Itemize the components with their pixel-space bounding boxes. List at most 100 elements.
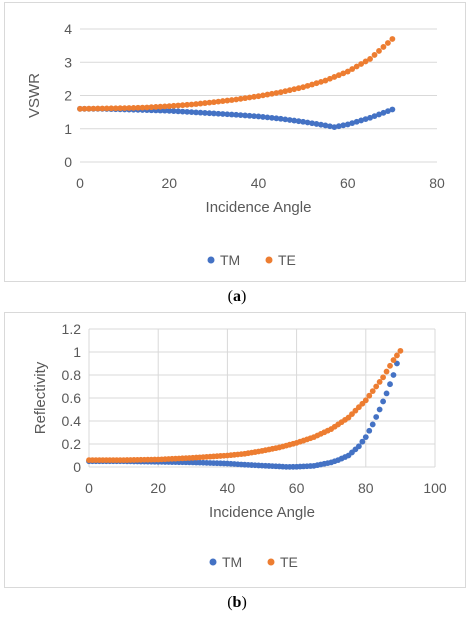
y-tick-label: 0 — [73, 459, 81, 475]
data-point — [179, 108, 186, 115]
legend-label-tm: TM — [220, 252, 240, 268]
data-point — [358, 61, 365, 67]
x-tick-label: 60 — [340, 175, 356, 191]
data-point — [260, 92, 266, 99]
data-point — [282, 116, 289, 123]
data-point — [103, 105, 110, 112]
data-point — [251, 113, 257, 120]
y-axis-title: VSWR — [26, 73, 43, 118]
data-point — [206, 110, 213, 117]
data-point — [161, 107, 168, 114]
data-point — [300, 84, 307, 91]
data-point — [376, 111, 382, 118]
data-point — [331, 74, 338, 80]
data-point — [130, 104, 137, 111]
data-point — [86, 105, 92, 112]
data-point — [90, 105, 97, 112]
data-point — [380, 374, 386, 381]
data-point — [322, 77, 329, 84]
data-point — [291, 86, 298, 93]
data-point — [197, 100, 204, 107]
data-point — [387, 362, 393, 369]
data-point — [228, 97, 235, 103]
data-point — [108, 105, 115, 112]
data-point — [237, 112, 244, 119]
chart-panel-b: 0 0.2 0.4 0.6 0.8 1 1.2 0 20 40 60 80 100 Incidence A… — [4, 312, 466, 588]
data-point — [383, 368, 390, 375]
data-point — [304, 82, 311, 89]
legend-marker-te — [267, 558, 275, 566]
data-point — [394, 352, 400, 359]
data-point — [313, 80, 320, 87]
data-point — [389, 36, 396, 42]
data-point — [144, 104, 150, 111]
legend-marker-te — [265, 256, 273, 264]
data-point — [184, 108, 191, 115]
data-point — [383, 390, 390, 397]
data-point — [179, 102, 186, 109]
data-point — [359, 438, 366, 445]
data-point — [367, 114, 373, 121]
data-point — [161, 103, 168, 110]
legend-label-te: TE — [280, 554, 298, 570]
x-tick-label: 0 — [76, 175, 84, 191]
caption-a-label: a — [233, 288, 241, 305]
y-tick-label: 2 — [64, 88, 72, 104]
legend: TM TE — [209, 554, 298, 570]
data-point — [277, 89, 284, 96]
data-point — [344, 121, 351, 128]
data-point — [318, 121, 324, 128]
data-point — [295, 85, 302, 92]
data-point — [117, 105, 124, 112]
data-point — [286, 117, 293, 123]
x-tick-label: 40 — [251, 175, 267, 191]
data-point — [353, 63, 360, 70]
data-point — [228, 111, 235, 118]
data-point — [242, 112, 249, 119]
data-point — [206, 99, 213, 106]
data-point — [340, 122, 347, 129]
data-point — [188, 109, 195, 116]
data-point — [135, 104, 141, 111]
data-point — [219, 98, 226, 104]
figure-caption-a: (a) — [227, 288, 247, 305]
data-point — [112, 105, 119, 112]
data-point — [268, 90, 275, 97]
data-point — [335, 72, 342, 79]
data-point — [81, 105, 88, 112]
data-point — [99, 105, 106, 112]
x-tick-label: 20 — [161, 175, 177, 191]
data-point — [380, 109, 387, 116]
x-tick-label: 20 — [150, 480, 166, 496]
data-point — [233, 96, 240, 103]
data-point — [273, 115, 280, 122]
data-point — [126, 105, 132, 111]
legend-marker-tm — [209, 558, 217, 566]
data-point — [304, 119, 311, 126]
data-point — [362, 434, 369, 440]
data-point — [170, 102, 177, 109]
data-point — [202, 100, 208, 106]
data-point — [166, 103, 173, 110]
data-point — [255, 93, 262, 100]
data-point — [210, 99, 217, 106]
data-point — [397, 347, 404, 354]
data-point — [175, 108, 182, 115]
data-point — [309, 120, 315, 127]
data-point — [349, 120, 356, 126]
data-point — [387, 381, 393, 388]
data-point — [373, 414, 380, 420]
data-point — [373, 383, 380, 390]
y-tick-label: 0.8 — [62, 367, 82, 383]
data-point — [369, 421, 376, 428]
data-point — [349, 66, 356, 72]
data-point — [358, 117, 365, 124]
data-point — [327, 75, 333, 82]
series-te-points — [77, 36, 396, 112]
data-point — [380, 44, 387, 50]
data-point — [139, 104, 146, 111]
data-point — [313, 121, 320, 127]
data-point — [237, 95, 244, 102]
data-point — [366, 427, 373, 434]
data-point — [335, 123, 342, 130]
